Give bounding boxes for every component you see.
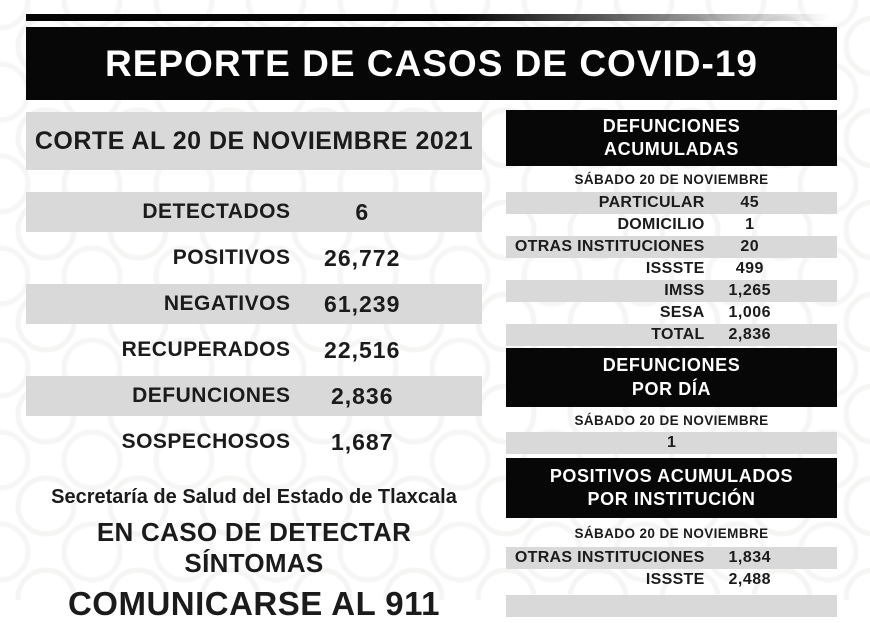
- row-label: SESA: [659, 304, 705, 321]
- section-title-line2: ACUMULADAS: [604, 139, 739, 159]
- stat-value: 2,836: [330, 382, 394, 409]
- table-row-otras-instituciones: OTRAS INSTITUCIONES 20: [506, 236, 837, 258]
- row-label: OTRAS INSTITUCIONES: [514, 549, 705, 566]
- row-label: OTRAS INSTITUCIONES: [514, 238, 705, 255]
- row-value: 1,006: [728, 304, 772, 321]
- org-name: Secretaría de Salud del Estado de Tlaxca…: [51, 486, 457, 508]
- row-value: 2,488: [728, 571, 772, 588]
- notice-line-1: EN CASO DE DETECTAR SÍNTOMAS: [96, 517, 412, 578]
- section-date: SÁBADO 20 DE NOVIEMBRE: [574, 412, 769, 428]
- section-title-line1: DEFUNCIONES: [602, 355, 741, 376]
- row-value: 45: [740, 194, 760, 211]
- table-row-cutoff: [506, 595, 837, 617]
- stat-label: DETECTADOS: [142, 200, 291, 223]
- section-title-defunciones-acumuladas: DEFUNCIONES ACUMULADAS: [506, 110, 837, 166]
- stat-value: 22,516: [324, 336, 401, 363]
- stat-value: 61,239: [324, 290, 401, 317]
- table-row-defunciones: DEFUNCIONES 2,836: [26, 376, 482, 416]
- page-title: REPORTE DE CASOS DE COVID-19: [104, 42, 758, 84]
- row-label: PARTICULAR: [598, 194, 705, 211]
- row-value: 2,836: [728, 326, 772, 343]
- defunciones-acumuladas-table: PARTICULAR 45 DOMICILIO 1 OTRAS INSTITUC…: [506, 192, 837, 346]
- table-row-imss: IMSS 1,265: [506, 280, 837, 302]
- stat-value: 6: [355, 198, 370, 225]
- footer-notice: Secretaría de Salud del Estado de Tlaxca…: [26, 486, 482, 623]
- stat-label: POSITIVOS: [172, 246, 291, 269]
- section-title-line1: DEFUNCIONES: [602, 115, 741, 136]
- table-row-particular: PARTICULAR 45: [506, 192, 837, 214]
- section-title-line2: POR INSTITUCIÓN: [587, 489, 756, 509]
- stat-label: RECUPERADOS: [121, 338, 291, 361]
- row-value: 1,834: [728, 549, 772, 566]
- section-title-line2: POR DÍA: [631, 378, 712, 399]
- stat-value: 26,772: [324, 244, 401, 271]
- table-row-issste: ISSSTE 499: [506, 258, 837, 280]
- table-row-issste: ISSSTE 2,488: [506, 569, 837, 591]
- table-row-total: TOTAL 2,836: [506, 324, 837, 346]
- defunciones-por-dia-value: 1: [506, 432, 837, 454]
- table-row-otras-instituciones: OTRAS INSTITUCIONES 1,834: [506, 547, 837, 569]
- top-accent-bar: [26, 14, 855, 21]
- stat-label: SOSPECHOSOS: [121, 430, 291, 453]
- cutoff-date-banner: CORTE AL 20 DE NOVIEMBRE 2021: [26, 112, 482, 170]
- row-value: 1: [745, 216, 755, 233]
- row-label: IMSS: [664, 282, 705, 299]
- section-title-line1: POSITIVOS ACUMULADOS: [549, 465, 794, 486]
- table-row-positivos: POSITIVOS 26,772: [26, 238, 482, 278]
- table-row-negativos: NEGATIVOS 61,239: [26, 284, 482, 324]
- row-value: 1,265: [728, 282, 772, 299]
- row-value: 20: [740, 238, 760, 255]
- cutoff-date-text: CORTE AL 20 DE NOVIEMBRE 2021: [34, 126, 474, 155]
- table-row-sospechosos: SOSPECHOSOS 1,687: [26, 422, 482, 462]
- summary-stats-table: DETECTADOS 6 POSITIVOS 26,772 NEGATIVOS …: [26, 192, 482, 468]
- row-label: DOMICILIO: [617, 216, 705, 233]
- report-header: REPORTE DE CASOS DE COVID-19: [26, 27, 837, 100]
- stat-value: 1,687: [330, 428, 394, 455]
- section-date: SÁBADO 20 DE NOVIEMBRE: [574, 171, 769, 187]
- row-label: ISSSTE: [645, 260, 705, 277]
- notice-line-911: COMUNICARSE AL 911: [67, 585, 441, 622]
- table-row-domicilio: DOMICILIO 1: [506, 214, 837, 236]
- row-value: 499: [735, 260, 764, 277]
- table-row-recuperados: RECUPERADOS 22,516: [26, 330, 482, 370]
- row-label: TOTAL: [651, 326, 705, 343]
- section-title-defunciones-por-dia: DEFUNCIONES POR DÍA: [506, 348, 837, 407]
- table-row-detectados: DETECTADOS 6: [26, 192, 482, 232]
- table-row-sesa: SESA 1,006: [506, 302, 837, 324]
- positivos-por-institucion-table: OTRAS INSTITUCIONES 1,834 ISSSTE 2,488: [506, 547, 837, 591]
- section-date: SÁBADO 20 DE NOVIEMBRE: [574, 525, 769, 541]
- stat-label: DEFUNCIONES: [132, 384, 291, 407]
- row-label: ISSSTE: [645, 571, 705, 588]
- stat-label: NEGATIVOS: [163, 292, 291, 315]
- section-title-positivos-acumulados: POSITIVOS ACUMULADOS POR INSTITUCIÓN: [506, 458, 837, 518]
